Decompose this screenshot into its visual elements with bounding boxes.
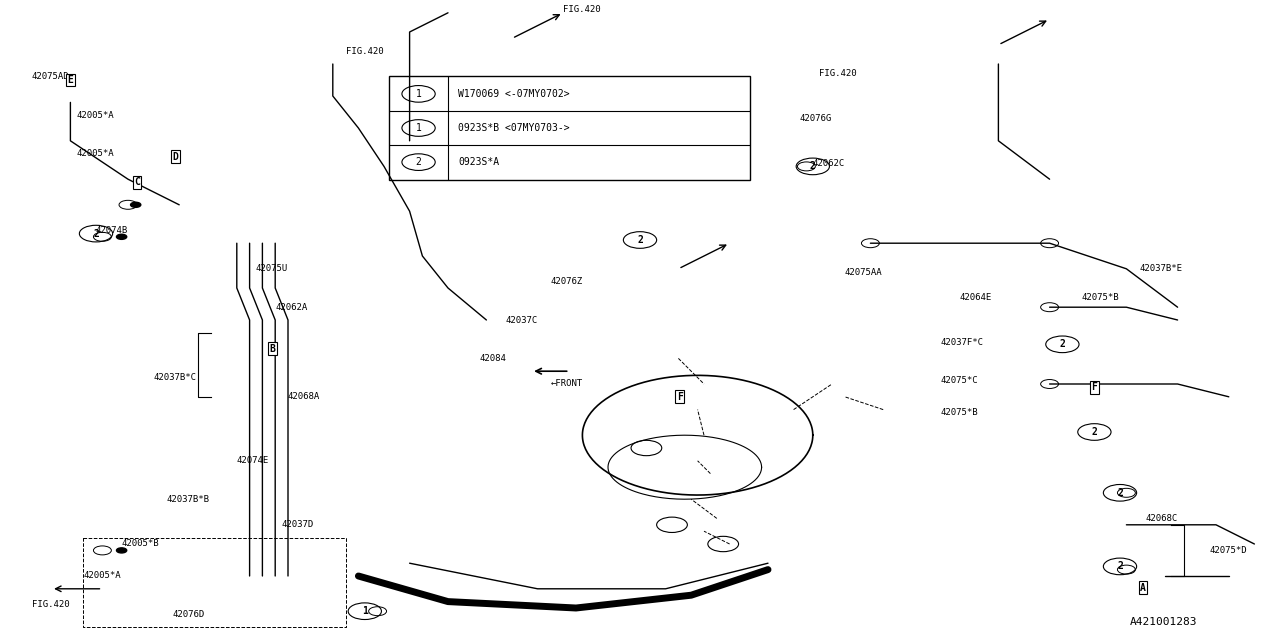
Text: 42005*B: 42005*B <box>122 540 159 548</box>
Text: 1: 1 <box>416 89 421 99</box>
Text: FIG.420: FIG.420 <box>563 5 600 14</box>
Text: A421001283: A421001283 <box>1129 617 1197 627</box>
Text: 42075AA: 42075AA <box>845 268 882 276</box>
Circle shape <box>116 234 127 239</box>
Text: 42005*A: 42005*A <box>83 572 120 580</box>
Text: 42068C: 42068C <box>1146 514 1178 523</box>
Text: 42005*A: 42005*A <box>77 149 114 158</box>
Text: 2: 2 <box>1060 339 1065 349</box>
Text: FIG.420: FIG.420 <box>32 600 69 609</box>
Text: C: C <box>134 177 140 188</box>
Text: E: E <box>68 75 73 85</box>
Text: 1: 1 <box>416 123 421 133</box>
Circle shape <box>116 548 127 553</box>
Text: 42076D: 42076D <box>173 610 205 619</box>
Text: 2: 2 <box>637 235 643 245</box>
Text: FIG.420: FIG.420 <box>819 69 856 78</box>
Text: F: F <box>677 392 682 402</box>
Text: W170069 <-07MY0702>: W170069 <-07MY0702> <box>458 89 570 99</box>
Text: 2: 2 <box>810 161 815 172</box>
Text: 42074B: 42074B <box>96 226 128 235</box>
Text: 42037C: 42037C <box>506 316 538 324</box>
Text: 42062C: 42062C <box>813 159 845 168</box>
Text: 0923S*B <07MY0703->: 0923S*B <07MY0703-> <box>458 123 570 133</box>
Text: 42037B*B: 42037B*B <box>166 495 210 504</box>
Text: 42076G: 42076G <box>800 114 832 123</box>
FancyBboxPatch shape <box>389 76 750 180</box>
Text: 42064E: 42064E <box>960 293 992 302</box>
Circle shape <box>131 202 141 207</box>
Text: 42062A: 42062A <box>275 303 307 312</box>
Text: 42037B*C: 42037B*C <box>154 373 197 382</box>
Text: 42037F*C: 42037F*C <box>941 338 984 347</box>
Text: 42084: 42084 <box>480 354 507 363</box>
Text: 1: 1 <box>362 606 367 616</box>
Text: 42074E: 42074E <box>237 456 269 465</box>
Text: 42076Z: 42076Z <box>550 277 582 286</box>
Text: 42075*D: 42075*D <box>1210 546 1247 555</box>
Text: ←FRONT: ←FRONT <box>550 380 582 388</box>
Text: FIG.420: FIG.420 <box>346 47 383 56</box>
Text: 0923S*A: 0923S*A <box>458 157 499 167</box>
Text: 42068A: 42068A <box>288 392 320 401</box>
Text: 2: 2 <box>416 157 421 167</box>
Text: 42075*B: 42075*B <box>941 408 978 417</box>
Text: 2: 2 <box>1117 488 1123 498</box>
Text: 42075*B: 42075*B <box>1082 293 1119 302</box>
Text: 42075U: 42075U <box>256 264 288 273</box>
Text: F: F <box>1092 382 1097 392</box>
Text: D: D <box>173 152 178 162</box>
Text: 42037D: 42037D <box>282 520 314 529</box>
Text: 42075AD: 42075AD <box>32 72 69 81</box>
Text: 2: 2 <box>1092 427 1097 437</box>
Text: A: A <box>1140 582 1146 593</box>
Text: 42037B*E: 42037B*E <box>1139 264 1183 273</box>
Text: 2: 2 <box>93 228 99 239</box>
Text: 42075*C: 42075*C <box>941 376 978 385</box>
Text: B: B <box>270 344 275 354</box>
Text: 2: 2 <box>1117 561 1123 572</box>
Text: 42005*A: 42005*A <box>77 111 114 120</box>
